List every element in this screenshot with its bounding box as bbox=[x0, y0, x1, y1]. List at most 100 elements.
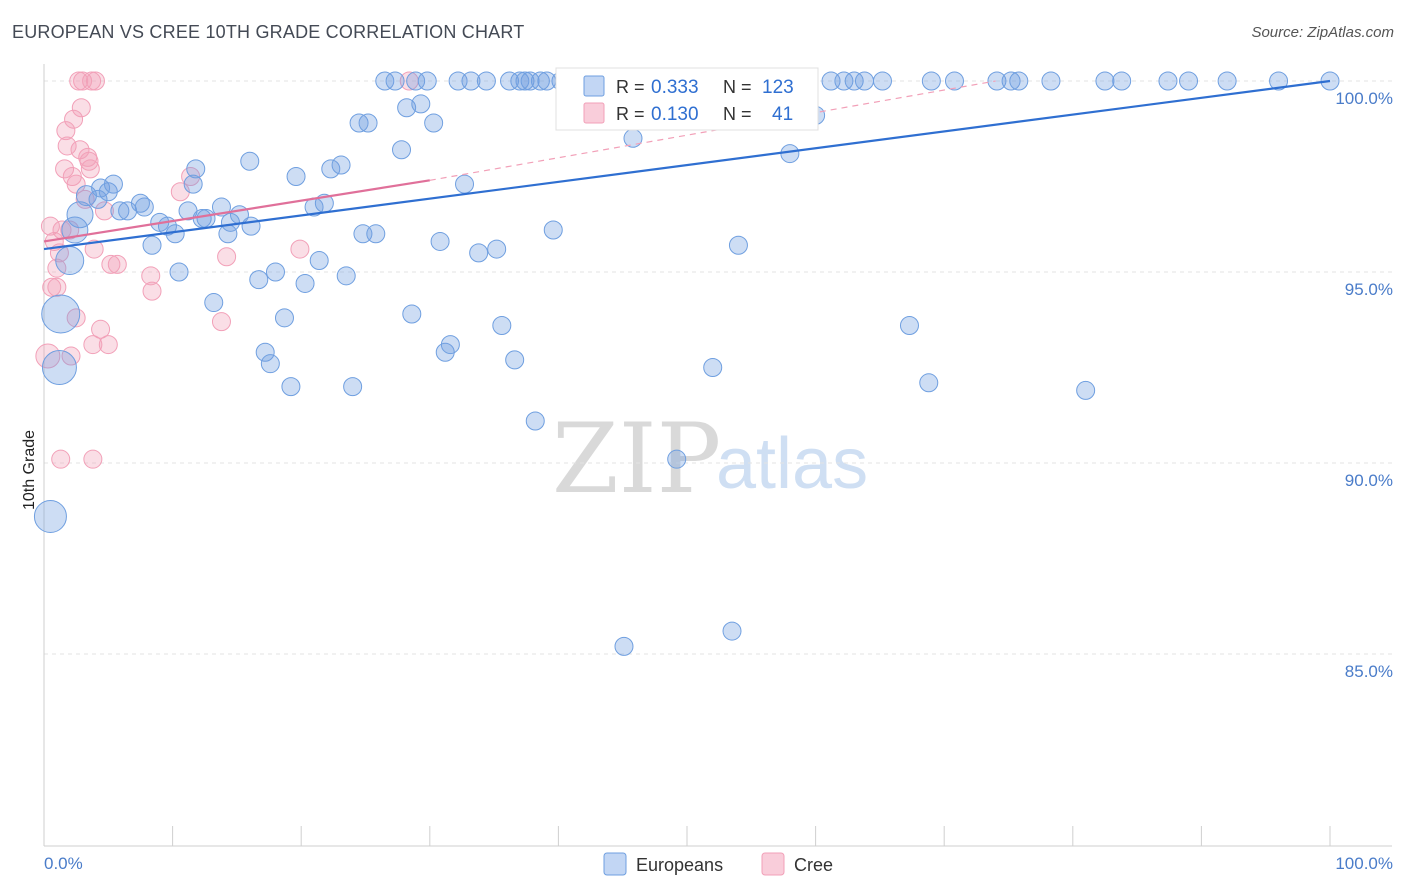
series-legend: Europeans Cree bbox=[603, 852, 833, 876]
europeans-point bbox=[402, 304, 422, 324]
europeans-point bbox=[204, 293, 224, 313]
europeans-point bbox=[424, 113, 444, 133]
x-tick-labels: 0.0% 100.0% bbox=[44, 854, 1393, 873]
europeans-point bbox=[406, 71, 426, 91]
cree-point bbox=[290, 239, 310, 259]
cree-point bbox=[80, 159, 100, 179]
europeans-point bbox=[919, 373, 939, 393]
europeans-point bbox=[255, 342, 275, 362]
europeans-point bbox=[510, 71, 530, 91]
europeans-point bbox=[134, 197, 154, 217]
europeans-point bbox=[844, 71, 864, 91]
europeans-point bbox=[241, 216, 261, 236]
europeans-point bbox=[469, 243, 489, 263]
cree-point bbox=[64, 109, 84, 129]
europeans-point bbox=[375, 71, 395, 91]
europeans-point bbox=[987, 71, 1007, 91]
europeans-point bbox=[944, 71, 964, 91]
europeans-point bbox=[41, 350, 77, 385]
watermark: ZIP atlas bbox=[552, 403, 868, 515]
cree-point bbox=[91, 319, 111, 339]
y-tick-labels: 85.0% 90.0% 95.0% 100.0% bbox=[1335, 89, 1393, 681]
europeans-point bbox=[274, 308, 294, 328]
legend-cree-swatch bbox=[761, 852, 785, 876]
europeans-point bbox=[440, 335, 460, 355]
europeans-point bbox=[1112, 71, 1132, 91]
europeans-point bbox=[500, 71, 520, 91]
cree-trend-line bbox=[43, 179, 430, 243]
europeans-point bbox=[33, 499, 67, 533]
europeans-point bbox=[336, 266, 356, 286]
europeans-point bbox=[1158, 71, 1178, 91]
cree-point bbox=[101, 254, 121, 274]
y-tick-label: 85.0% bbox=[1345, 662, 1393, 681]
europeans-point bbox=[487, 239, 507, 259]
cree-point bbox=[47, 258, 67, 278]
europeans-point bbox=[1076, 380, 1096, 400]
europeans-point bbox=[505, 350, 525, 370]
europeans-point bbox=[169, 262, 189, 282]
x-tick-label-start: 0.0% bbox=[44, 854, 83, 873]
cree-point bbox=[84, 239, 104, 259]
europeans-point bbox=[1009, 71, 1029, 91]
cree-point bbox=[98, 335, 118, 355]
europeans-point bbox=[461, 71, 481, 91]
europeans-point bbox=[543, 220, 563, 240]
cree-point bbox=[57, 136, 77, 156]
europeans-point bbox=[520, 71, 540, 91]
europeans-point bbox=[55, 246, 85, 276]
cree-point bbox=[79, 151, 99, 171]
europeans-point bbox=[183, 174, 203, 194]
europeans-point bbox=[854, 71, 874, 91]
grid-lines bbox=[44, 80, 1392, 655]
cree-point bbox=[211, 312, 231, 332]
cree-point bbox=[141, 266, 161, 286]
europeans-point bbox=[411, 94, 431, 114]
cree-point bbox=[35, 343, 61, 369]
cree-n-label: N = bbox=[723, 104, 752, 124]
cree-point bbox=[51, 449, 71, 469]
europeans-point bbox=[343, 377, 363, 397]
europeans-point bbox=[249, 270, 269, 290]
europeans-point bbox=[142, 235, 162, 255]
europeans-point bbox=[1041, 71, 1061, 91]
europeans-point bbox=[260, 354, 280, 374]
europeans-point bbox=[530, 71, 550, 91]
x-tick-label-end: 100.0% bbox=[1335, 854, 1393, 873]
europeans-point bbox=[834, 71, 854, 91]
source-credit: Source: ZipAtlas.com bbox=[1251, 24, 1394, 41]
europeans-n-label: N = bbox=[723, 77, 752, 97]
cree-swatch bbox=[583, 102, 605, 124]
cree-point bbox=[85, 71, 105, 91]
europeans-point bbox=[295, 273, 315, 293]
europeans-point bbox=[476, 71, 496, 91]
europeans-point bbox=[66, 201, 94, 229]
europeans-point bbox=[392, 140, 412, 160]
europeans-point bbox=[88, 189, 108, 209]
europeans-point bbox=[1179, 71, 1199, 91]
europeans-point bbox=[623, 128, 643, 148]
europeans-point bbox=[667, 449, 687, 469]
europeans-point bbox=[331, 155, 351, 175]
y-tick-label: 90.0% bbox=[1345, 471, 1393, 490]
y-tick-label: 100.0% bbox=[1335, 89, 1393, 108]
europeans-point bbox=[1095, 71, 1115, 91]
europeans-point bbox=[1217, 71, 1237, 91]
cree-point bbox=[142, 281, 162, 301]
cree-point bbox=[94, 201, 114, 221]
europeans-trend-line bbox=[43, 79, 1331, 251]
europeans-point bbox=[417, 71, 437, 91]
europeans-point bbox=[703, 358, 723, 377]
cree-n-value: 41 bbox=[772, 104, 793, 125]
europeans-point bbox=[515, 71, 535, 91]
cree-point bbox=[56, 121, 76, 141]
europeans-point bbox=[455, 174, 475, 194]
europeans-point bbox=[1269, 71, 1289, 91]
cree-r-label: R = bbox=[616, 104, 645, 124]
europeans-point bbox=[366, 224, 386, 244]
europeans-points bbox=[33, 71, 1340, 656]
europeans-point bbox=[321, 159, 341, 179]
cree-point bbox=[66, 174, 86, 194]
axes bbox=[43, 64, 1392, 847]
